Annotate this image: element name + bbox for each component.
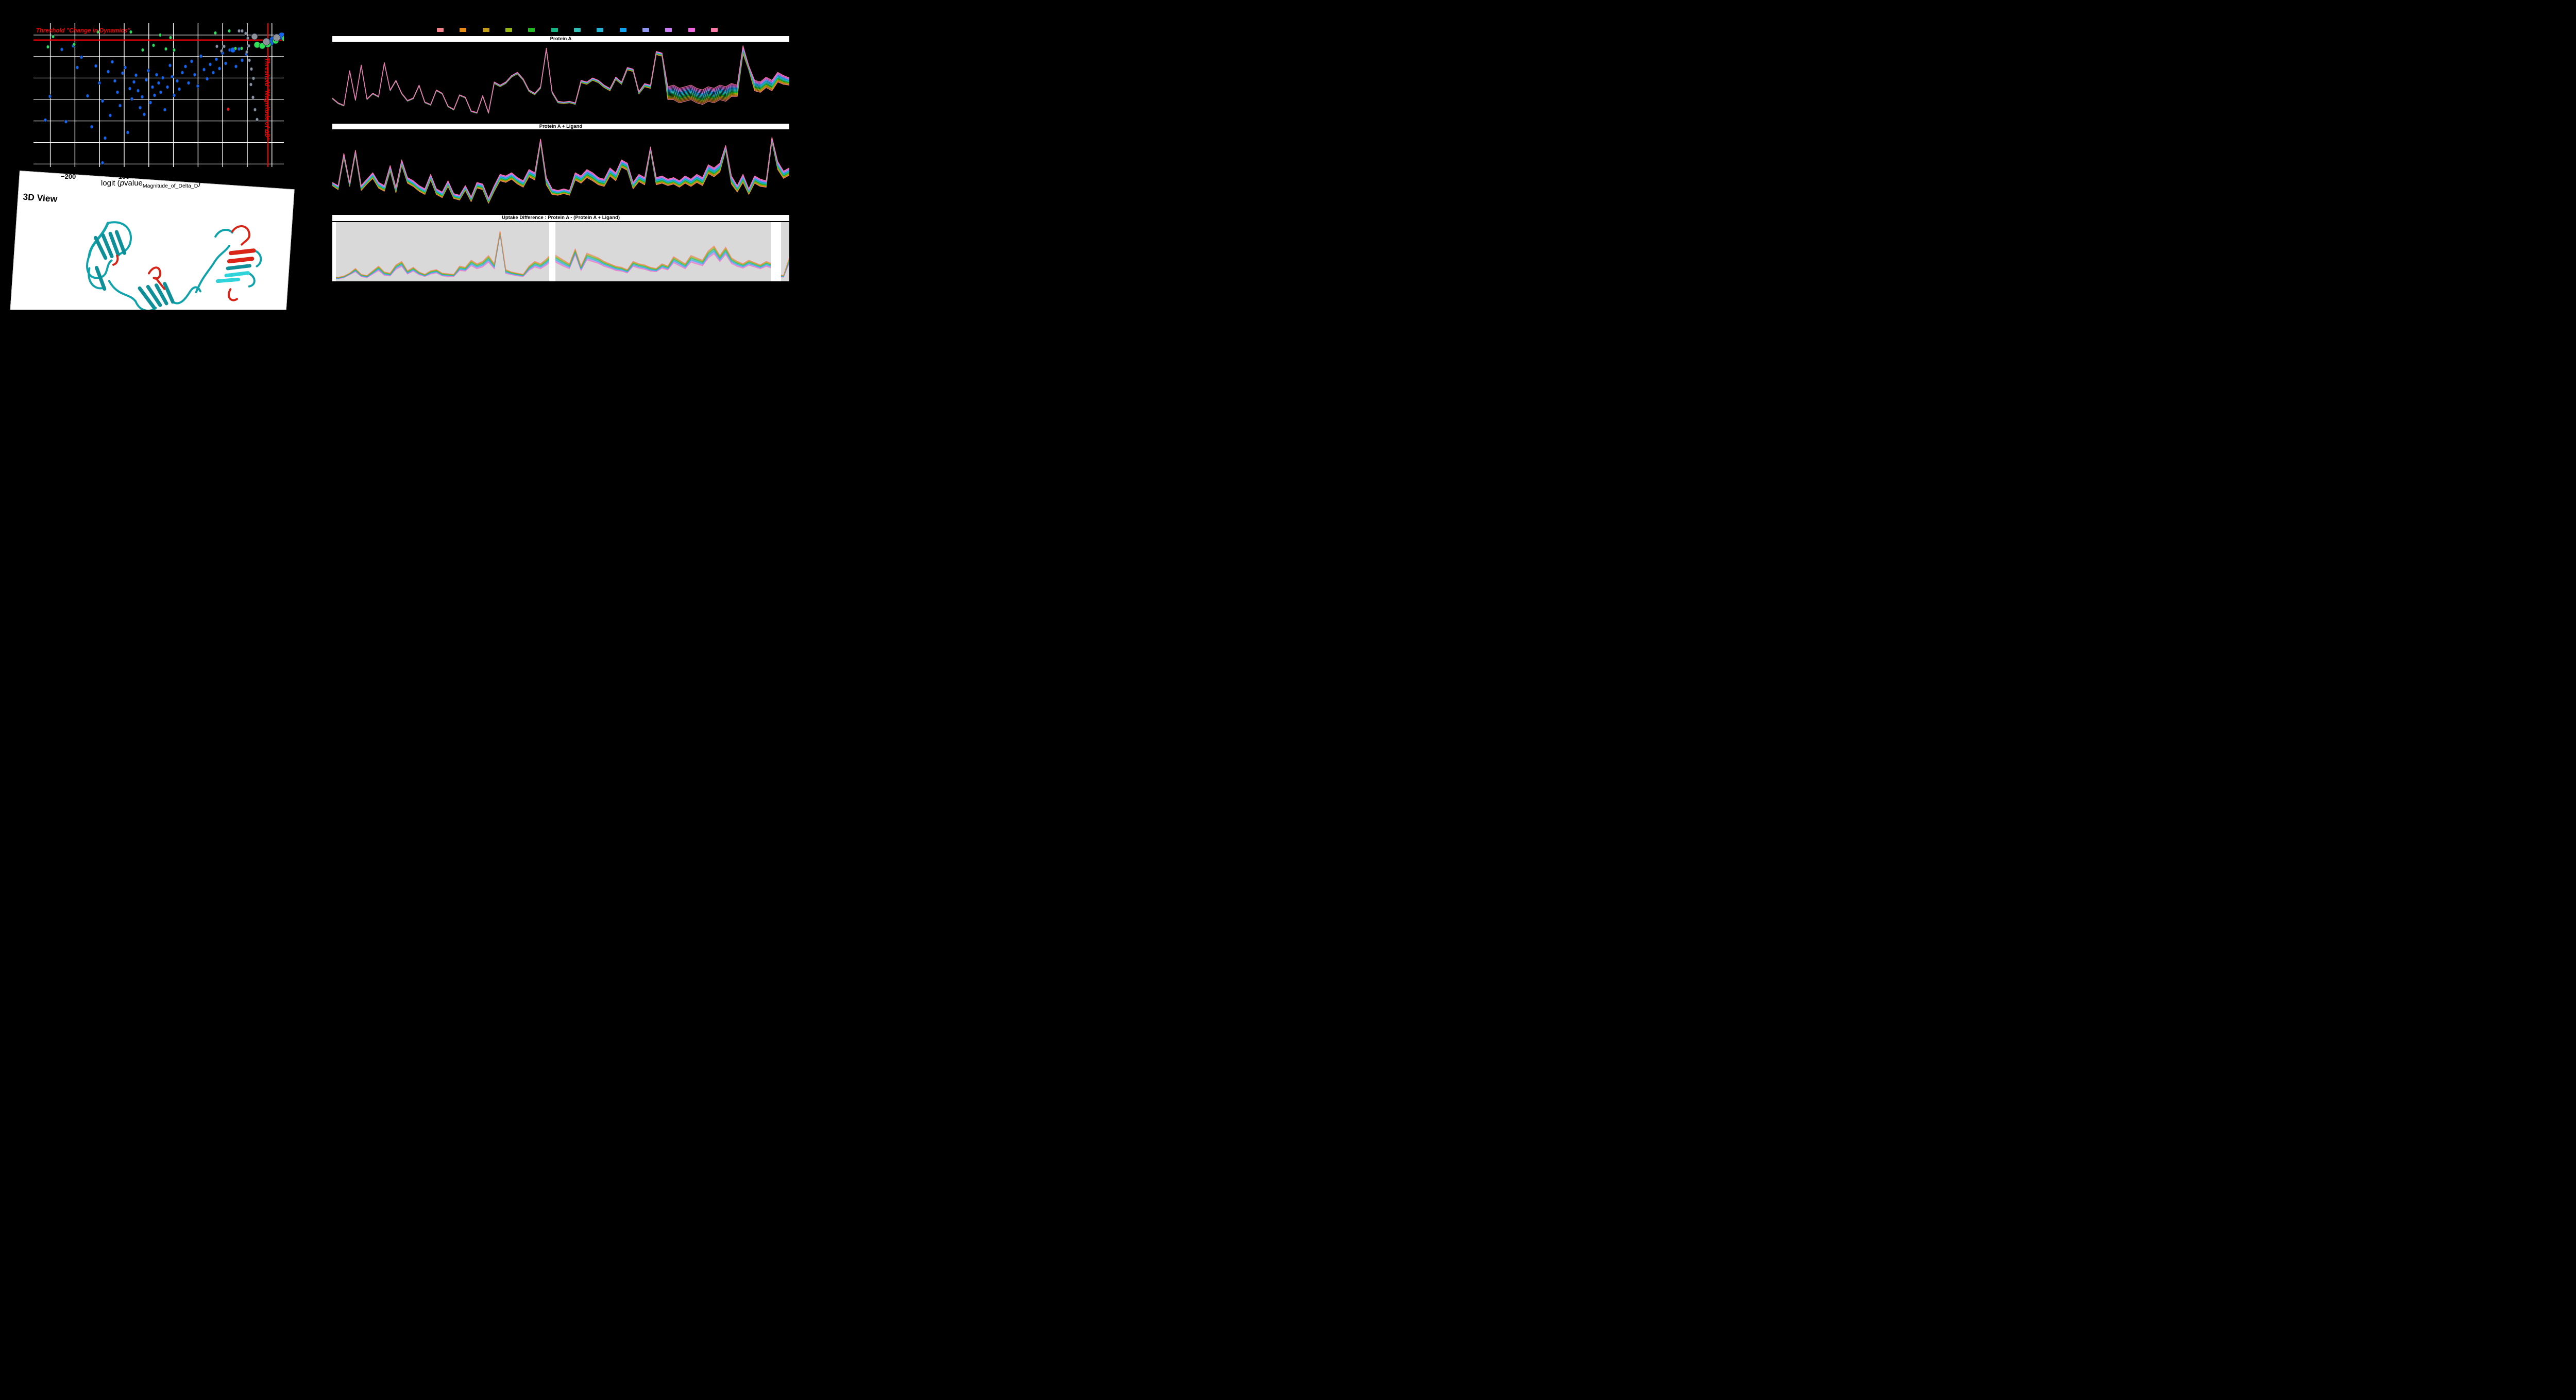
viewer3d-panel[interactable]: 3D View xyxy=(9,171,295,310)
legend-swatch-7[interactable] xyxy=(573,27,581,32)
legend-swatch-3[interactable] xyxy=(482,27,489,32)
volcano-xaxis-label: logit (pvalueMagnitude_of_Delta_D) xyxy=(101,179,200,189)
xaxis-italic-p: p xyxy=(120,179,125,188)
hdx-dashboard: 3D View xyxy=(0,0,808,310)
chart-title-band-protein-a: Protein A xyxy=(332,36,789,42)
chart-title-protein-a: Protein A xyxy=(550,36,572,42)
xaxis-suffix: ) xyxy=(198,179,201,188)
chart-data-gap-2 xyxy=(770,222,782,281)
protein-ribbon-structure[interactable] xyxy=(24,204,273,310)
chart-data-gap-1 xyxy=(549,222,555,281)
legend-swatch-4[interactable] xyxy=(505,27,512,32)
line-chart-canvas[interactable] xyxy=(332,42,789,122)
chart-title-band-uptake-difference: Uptake Difference : Protein A - (Protein… xyxy=(332,215,789,222)
xaxis-prefix: logit ( xyxy=(101,179,120,188)
line-chart-canvas[interactable] xyxy=(332,129,789,210)
legend-swatch-10[interactable] xyxy=(642,27,649,32)
legend-swatch-11[interactable] xyxy=(665,27,672,32)
threshold-change-in-dynamics-label: Threshold "Change in Dynamics" xyxy=(36,28,130,34)
legend-swatch-9[interactable] xyxy=(619,27,626,32)
chart-title-band-protein-a-ligand: Protein A + Ligand xyxy=(332,124,789,129)
legend-swatch-1[interactable] xyxy=(437,27,444,32)
volcano-xtick-minus100: −100 xyxy=(114,173,130,180)
threshold-magnitude-label: Threshold "Magnitude of ΔD" xyxy=(264,58,270,141)
chart-title-uptake-difference: Uptake Difference : Protein A - (Protein… xyxy=(502,215,620,221)
volcano-canvas[interactable] xyxy=(33,23,284,167)
xaxis-word: value xyxy=(124,179,143,188)
uptake-difference-chart[interactable] xyxy=(332,222,789,281)
legend-swatch-2[interactable] xyxy=(460,27,467,32)
line-chart-canvas[interactable] xyxy=(332,222,789,281)
legend-swatch-5[interactable] xyxy=(528,27,535,32)
xaxis-subscript: Magnitude_of_Delta_D xyxy=(142,183,198,189)
legend-swatch-12[interactable] xyxy=(688,27,695,32)
legend-swatch-6[interactable] xyxy=(551,27,558,32)
volcano-xtick-minus200: −200 xyxy=(61,173,76,180)
legend-swatch-13[interactable] xyxy=(710,27,718,32)
3d-view-label: 3D View xyxy=(22,191,58,205)
legend-swatch-8[interactable] xyxy=(597,27,604,32)
chart-title-protein-a-ligand: Protein A + Ligand xyxy=(539,123,583,129)
volcano-plot[interactable] xyxy=(33,23,284,167)
uptake-chart-protein-a[interactable] xyxy=(332,42,789,122)
uptake-chart-protein-a-ligand[interactable] xyxy=(332,129,789,210)
chart-left-margin-gap xyxy=(332,222,336,281)
timepoint-legend xyxy=(437,27,718,32)
